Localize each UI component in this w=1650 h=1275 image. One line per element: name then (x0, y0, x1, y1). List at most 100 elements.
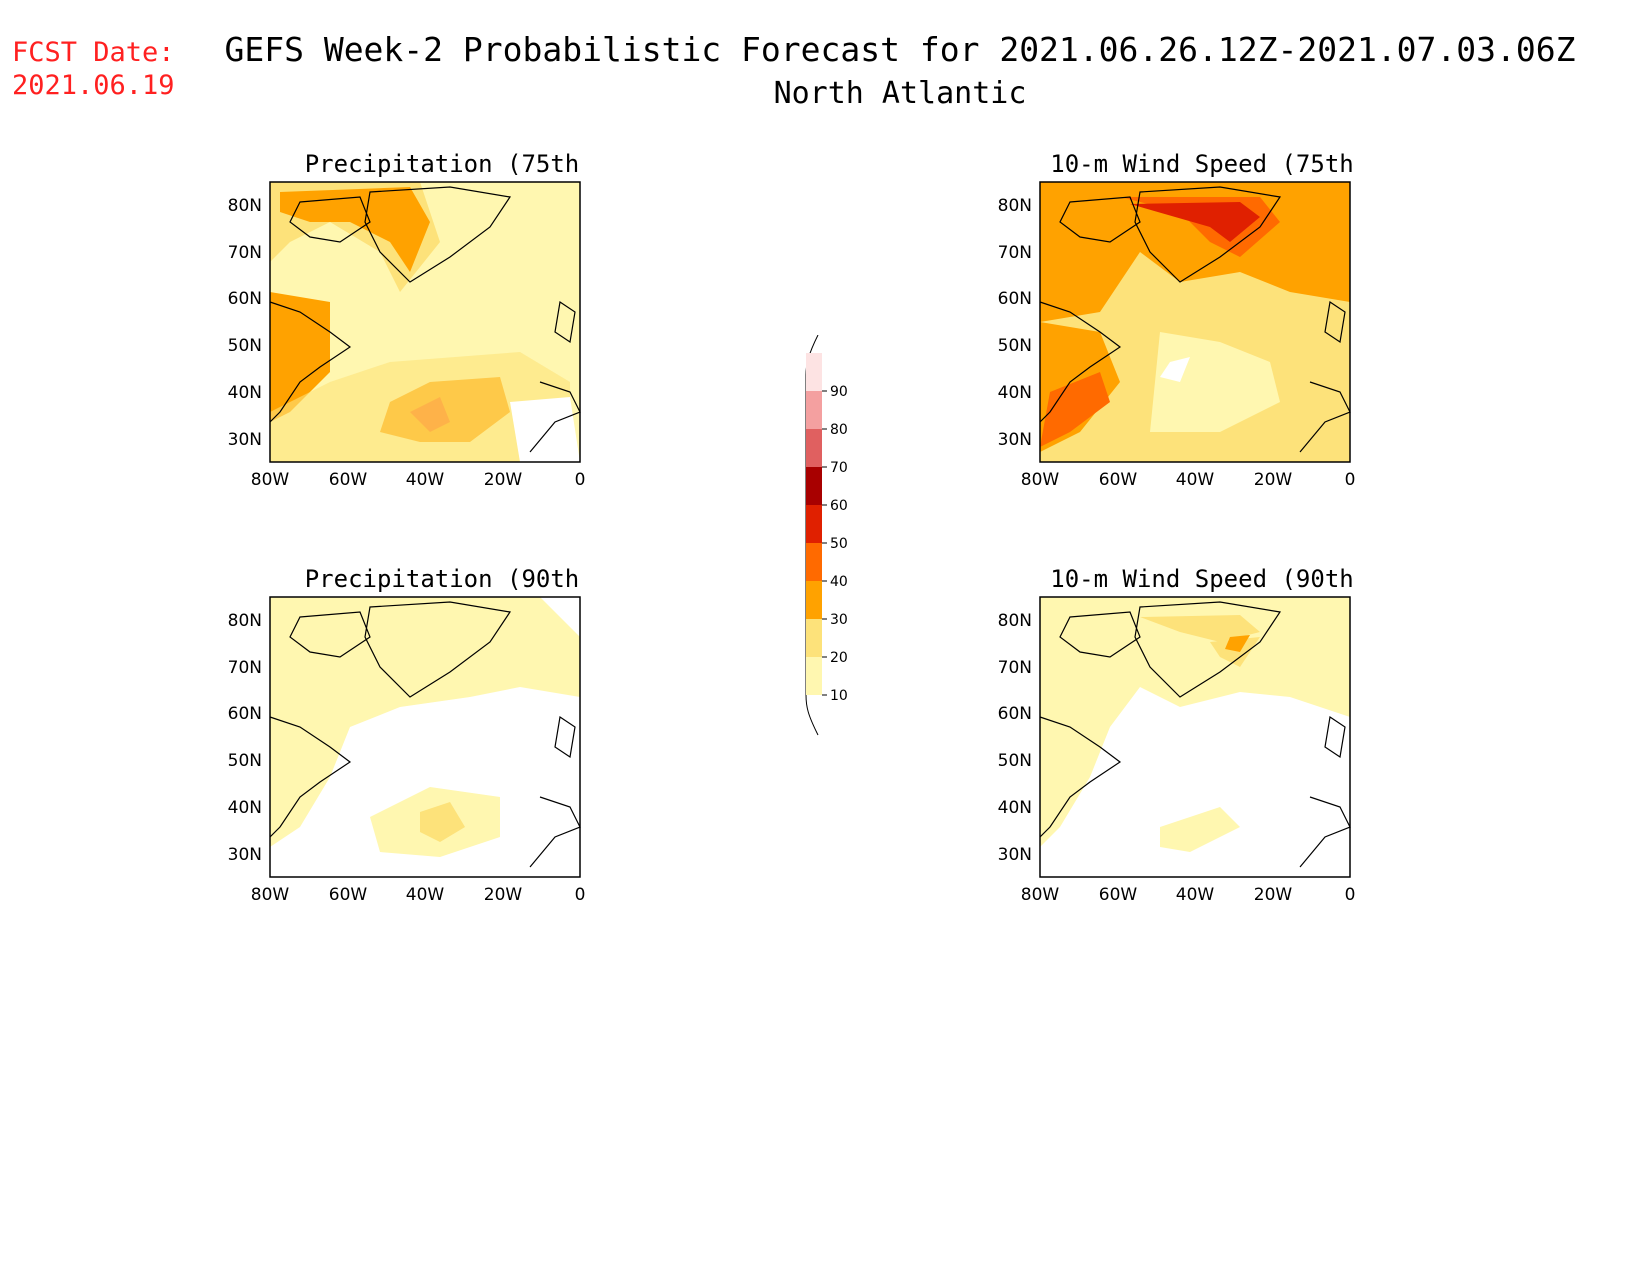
wind-zone-10 (1040, 597, 1350, 847)
precip-zone-10 (270, 597, 580, 847)
wind-zone-40-coast (1040, 372, 1110, 447)
lon-tick: 0 (1345, 885, 1356, 905)
lon-tick: 0 (575, 470, 586, 490)
precip-zone-20-south (270, 352, 570, 462)
lon-tick: 60W (1099, 470, 1138, 490)
colorbar-label: 50 (830, 536, 848, 552)
lon-tick: 40W (1176, 470, 1215, 490)
forecast-date-label: FCST Date: (12, 37, 175, 68)
axes: 80N 70N 60N 50N 40N 30N 80W 60W 40W 20W … (228, 196, 586, 490)
lon-tick: 20W (484, 470, 523, 490)
axes: 80N 70N 60N 50N 40N 30N 80W 60W 40W 20W … (998, 611, 1356, 905)
axes: 80N 70N 60N 50N 40N 30N 80W 60W 40W 20W … (998, 196, 1356, 490)
colorbar-box (806, 353, 822, 391)
wind-zone-30 (1225, 635, 1250, 652)
map-frame (269, 596, 581, 878)
wind-zone-blank (1160, 357, 1190, 382)
lon-tick: 60W (329, 885, 368, 905)
colorbar-label: 10 (830, 688, 848, 704)
map-precip-90: 80N 70N 60N 50N 40N 30N 80W 60W 40W 20W … (228, 596, 586, 905)
lat-tick: 60N (228, 704, 262, 724)
lon-tick: 80W (251, 470, 290, 490)
lon-tick: 20W (484, 885, 523, 905)
colorbar-labels: 10 20 30 40 50 60 70 80 90 (822, 384, 848, 704)
lon-tick: 0 (1345, 470, 1356, 490)
colorbar-label: 30 (830, 612, 848, 628)
colorbar-label: 70 (830, 460, 848, 476)
lat-tick: 70N (228, 658, 262, 678)
map-wind-75: 80N 70N 60N 50N 40N 30N 80W 60W 40W 20W … (998, 181, 1356, 490)
wind-zone-10-ocean (1160, 807, 1240, 852)
lon-tick: 60W (1099, 885, 1138, 905)
coastline-na (1039, 716, 1122, 838)
colorbar-label: 90 (830, 384, 848, 400)
coastline (289, 186, 512, 283)
colorbar-label: 80 (830, 422, 848, 438)
axes: 80N 70N 60N 50N 40N 30N 80W 60W 40W 20W … (228, 611, 586, 905)
lon-tick: 40W (406, 885, 445, 905)
colorbar-boxes (806, 353, 822, 695)
forecast-date-value: 2021.06.19 (12, 70, 175, 101)
coastline (1059, 601, 1282, 698)
colorbar-box (806, 391, 822, 429)
no-data-africa (510, 397, 580, 462)
lat-tick: 30N (228, 430, 262, 450)
lat-tick: 40N (228, 798, 262, 818)
coastline-na (269, 716, 352, 838)
lat-tick: 30N (998, 430, 1032, 450)
colorbar-box (806, 505, 822, 543)
lat-tick: 70N (998, 243, 1032, 263)
coastline (289, 601, 512, 698)
lon-tick: 60W (329, 470, 368, 490)
panel-precip-90: Precipitation (90th Percentile) 80N 70N … (228, 565, 670, 925)
lat-tick: 40N (998, 383, 1032, 403)
lon-tick: 80W (1021, 470, 1060, 490)
panel-wind-75: 10-m Wind Speed (75th Percentile) 80N 70… (998, 150, 1440, 510)
lon-tick: 20W (1254, 885, 1293, 905)
panel-wind-90: 10-m Wind Speed (90th Percentile) 80N 70… (998, 565, 1440, 925)
map-frame (269, 181, 581, 463)
colorbar-box (806, 429, 822, 467)
colorbar-box (806, 657, 822, 695)
lon-tick: 20W (1254, 470, 1293, 490)
map-wind-90: 80N 70N 60N 50N 40N 30N 80W 60W 40W 20W … (998, 596, 1356, 905)
precip-zone-30-coast (270, 292, 330, 422)
lat-tick: 70N (228, 243, 262, 263)
map-frame (1039, 181, 1351, 463)
lat-tick: 80N (998, 196, 1032, 216)
lon-tick: 80W (251, 885, 290, 905)
panel-precip-75: Precipitation (75th Percentile) 80N 70N … (228, 150, 670, 510)
lat-tick: 80N (998, 611, 1032, 631)
colorbar-box (806, 619, 822, 657)
lat-tick: 60N (998, 289, 1032, 309)
lat-tick: 30N (998, 845, 1032, 865)
lat-tick: 80N (228, 611, 262, 631)
page-title: GEFS Week-2 Probabilistic Forecast for 2… (224, 30, 1576, 69)
colorbar-box (806, 581, 822, 619)
coastline (1059, 186, 1282, 283)
lat-tick: 30N (228, 845, 262, 865)
lon-tick: 0 (575, 885, 586, 905)
precip-zone-30 (280, 187, 430, 272)
lat-tick: 60N (998, 704, 1032, 724)
colorbar: 10 20 30 40 50 60 70 80 90 (805, 335, 848, 736)
colorbar-label: 20 (830, 650, 848, 666)
lat-tick: 50N (998, 751, 1032, 771)
map-precip-75: 80N 70N 60N 50N 40N 30N 80W 60W 40W 20W … (228, 181, 586, 490)
lat-tick: 50N (998, 336, 1032, 356)
lat-tick: 50N (228, 336, 262, 356)
lat-tick: 40N (228, 383, 262, 403)
lat-tick: 70N (998, 658, 1032, 678)
map-frame (1039, 596, 1351, 878)
forecast-date-block: FCST Date: 2021.06.19 (12, 36, 175, 102)
coastline-na (1039, 301, 1122, 423)
lat-tick: 40N (998, 798, 1032, 818)
wind-zone-20 (1140, 615, 1260, 667)
region-subtitle: North Atlantic (773, 76, 1027, 111)
colorbar-box (806, 467, 822, 505)
lat-tick: 80N (228, 196, 262, 216)
colorbar-label: 60 (830, 498, 848, 514)
lon-tick: 40W (1176, 885, 1215, 905)
lon-tick: 80W (1021, 885, 1060, 905)
lat-tick: 60N (228, 289, 262, 309)
